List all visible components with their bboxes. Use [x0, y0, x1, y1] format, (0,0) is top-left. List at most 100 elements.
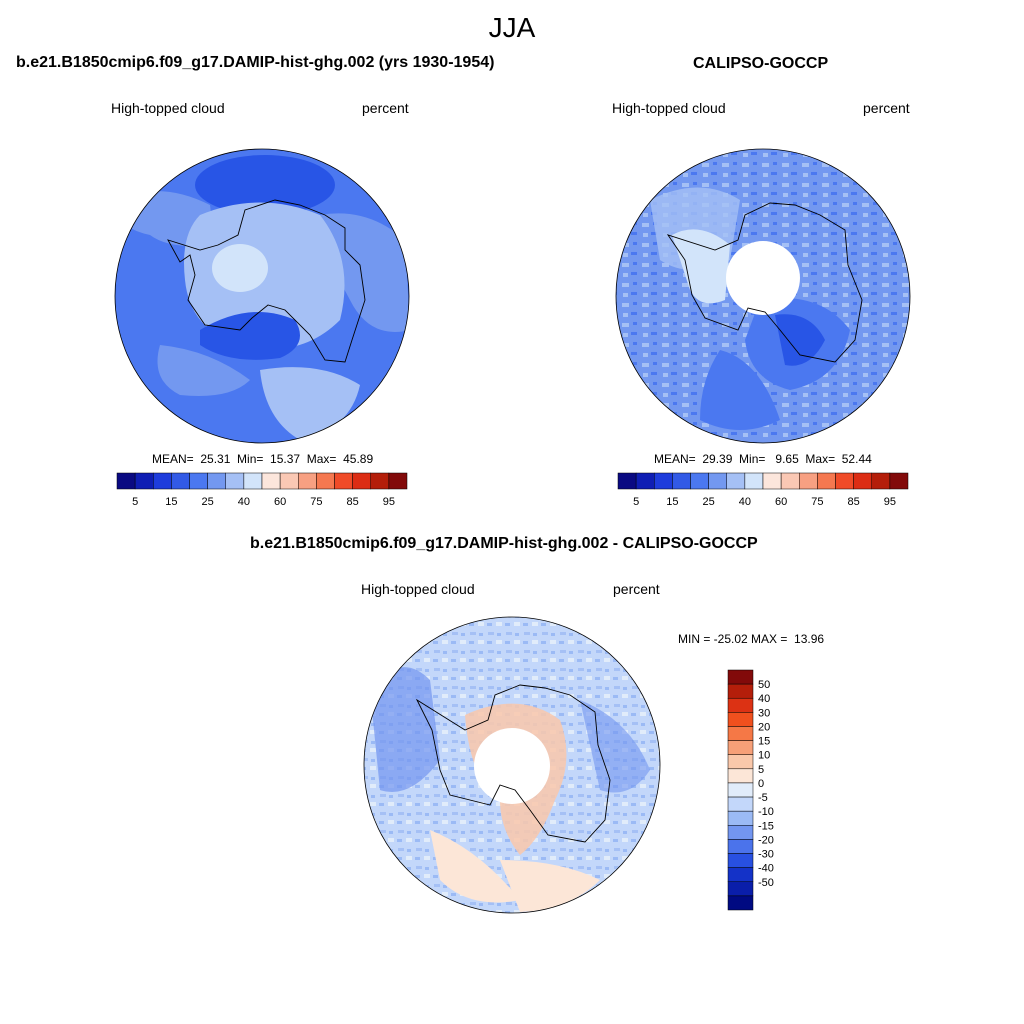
- colorbar-model-swatch: [225, 472, 245, 490]
- colorbar-calipso-swatch: [708, 472, 727, 490]
- colorbar-difference-swatch: [727, 768, 754, 784]
- colorbar-calipso-swatch: [799, 472, 818, 490]
- colorbar-difference-swatch: [727, 683, 754, 699]
- colorbar-calipso-swatch: [672, 472, 691, 490]
- colorbar-model-swatch: [207, 472, 226, 490]
- colorbar-difference-swatch: [727, 810, 754, 826]
- colorbar-calipso-tick-label: 85: [848, 496, 860, 508]
- panel3-variable: High-topped cloud: [361, 581, 475, 597]
- panel1-stats: MEAN= 25.31 Min= 15.37 Max= 45.89: [152, 452, 374, 466]
- colorbar-difference-tick-label: -15: [758, 820, 774, 832]
- panel1-units: percent: [362, 100, 409, 116]
- colorbar-difference-tick-label: 15: [758, 736, 770, 748]
- colorbar-difference-tick-label: -20: [758, 834, 774, 846]
- colorbar-difference-swatch: [727, 867, 754, 883]
- colorbar-calipso-swatch: [835, 472, 854, 490]
- colorbar-calipso-swatch: [889, 472, 909, 490]
- map-difference: [363, 616, 661, 914]
- colorbar-model-swatch: [134, 472, 154, 490]
- colorbar-model-swatch: [261, 472, 281, 490]
- colorbar-difference-tick-label: 10: [758, 750, 770, 762]
- colorbar-difference-swatch: [727, 853, 754, 868]
- colorbar-calipso-swatch: [690, 472, 709, 490]
- colorbar-difference-tick-label: 0: [758, 778, 764, 790]
- colorbar-difference-tick-label: -10: [758, 806, 774, 818]
- colorbar-difference-tick-label: -50: [758, 877, 774, 889]
- colorbar-model-tick-label: 40: [238, 496, 250, 508]
- colorbar-difference-swatch: [727, 740, 754, 755]
- colorbar-calipso-swatch: [762, 472, 782, 490]
- colorbar-difference-tick-label: -5: [758, 792, 768, 804]
- colorbar-difference-swatch: [727, 697, 754, 713]
- colorbar-model-tick-label: 95: [383, 496, 395, 508]
- panel3-title: b.e21.B1850cmip6.f09_g17.DAMIP-hist-ghg.…: [250, 535, 758, 552]
- colorbar-model-tick-label: 85: [347, 496, 359, 508]
- colorbar-difference-tick-label: -30: [758, 849, 774, 861]
- colorbar-calipso-swatch: [853, 472, 872, 490]
- colorbar-model-swatch: [243, 472, 263, 490]
- colorbar-difference-tick-label: 50: [758, 679, 770, 691]
- colorbar-difference-swatch: [727, 881, 754, 897]
- colorbar-model-tick-label: 5: [132, 496, 138, 508]
- colorbar-difference-swatch: [727, 825, 754, 840]
- colorbar-model-swatch: [153, 472, 172, 490]
- colorbar-calipso-tick-label: 60: [775, 496, 787, 508]
- panel1-variable: High-topped cloud: [111, 100, 225, 116]
- colorbar-difference-swatch: [727, 726, 754, 741]
- colorbar-model-swatch: [189, 472, 208, 490]
- main-title: JJA: [488, 12, 536, 43]
- colorbar-model-swatch: [298, 472, 317, 490]
- colorbar-calipso-tick-label: 40: [739, 496, 751, 508]
- colorbar-model-swatch: [370, 472, 390, 490]
- colorbar-difference-tick-label: 40: [758, 693, 770, 705]
- panel3-units: percent: [613, 581, 660, 597]
- panel2-variable: High-topped cloud: [612, 100, 726, 116]
- colorbar-difference-swatch: [727, 754, 754, 770]
- colorbar-model-tick-label: 60: [274, 496, 286, 508]
- colorbar-calipso-swatch: [635, 472, 655, 490]
- colorbar-calipso-tick-label: 5: [633, 496, 639, 508]
- colorbar-calipso-swatch: [726, 472, 746, 490]
- colorbar-calipso: 5 15 25 40 60 75 85 95: [617, 472, 909, 508]
- panel2-stats: MEAN= 29.39 Min= 9.65 Max= 52.44: [654, 452, 872, 466]
- colorbar-model-swatch: [352, 472, 371, 490]
- colorbar-model-tick-label: 25: [202, 496, 214, 508]
- panel2-units: percent: [863, 100, 910, 116]
- colorbar-difference-tick-label: -40: [758, 863, 774, 875]
- colorbar-model-swatch: [116, 472, 136, 490]
- colorbar-calipso-tick-label: 95: [884, 496, 896, 508]
- colorbar-calipso-tick-label: 75: [811, 496, 823, 508]
- colorbar-difference-swatch: [727, 782, 754, 798]
- colorbar-model-swatch: [334, 472, 353, 490]
- colorbar-difference-swatch: [727, 895, 754, 911]
- colorbar-model-swatch: [171, 472, 190, 490]
- colorbar-model-swatch: [388, 472, 408, 490]
- colorbar-calipso-swatch: [817, 472, 836, 490]
- colorbar-difference-tick-label: 30: [758, 707, 770, 719]
- colorbar-calipso-tick-label: 15: [666, 496, 678, 508]
- colorbar-calipso-swatch: [871, 472, 891, 490]
- panel1-title: b.e21.B1850cmip6.f09_g17.DAMIP-hist-ghg.…: [16, 54, 495, 71]
- colorbar-difference-swatch: [727, 712, 754, 727]
- colorbar-difference-tick-label: 20: [758, 721, 770, 733]
- colorbar-calipso-tick-label: 25: [703, 496, 715, 508]
- colorbar-model-tick-label: 15: [165, 496, 177, 508]
- colorbar-calipso-swatch: [654, 472, 673, 490]
- colorbar-calipso-swatch: [780, 472, 800, 490]
- colorbar-calipso-swatch: [617, 472, 637, 490]
- colorbar-model: 5 15 25 40 60 75 85 95: [116, 472, 408, 508]
- colorbar-difference-swatch: [727, 669, 754, 685]
- colorbar-difference-tick-label: 5: [758, 764, 764, 776]
- colorbar-model-swatch: [279, 472, 299, 490]
- panel2-title: CALIPSO-GOCCP: [693, 55, 829, 72]
- colorbar-difference-swatch: [727, 796, 754, 812]
- panel3-stats: MIN = -25.02 MAX = 13.96: [678, 632, 825, 646]
- colorbar-difference-swatch: [727, 839, 754, 854]
- colorbar-model-swatch: [316, 472, 335, 490]
- colorbar-model-tick-label: 75: [310, 496, 322, 508]
- colorbar-calipso-swatch: [744, 472, 764, 490]
- map-calipso: [615, 148, 911, 444]
- map-model: [114, 148, 410, 444]
